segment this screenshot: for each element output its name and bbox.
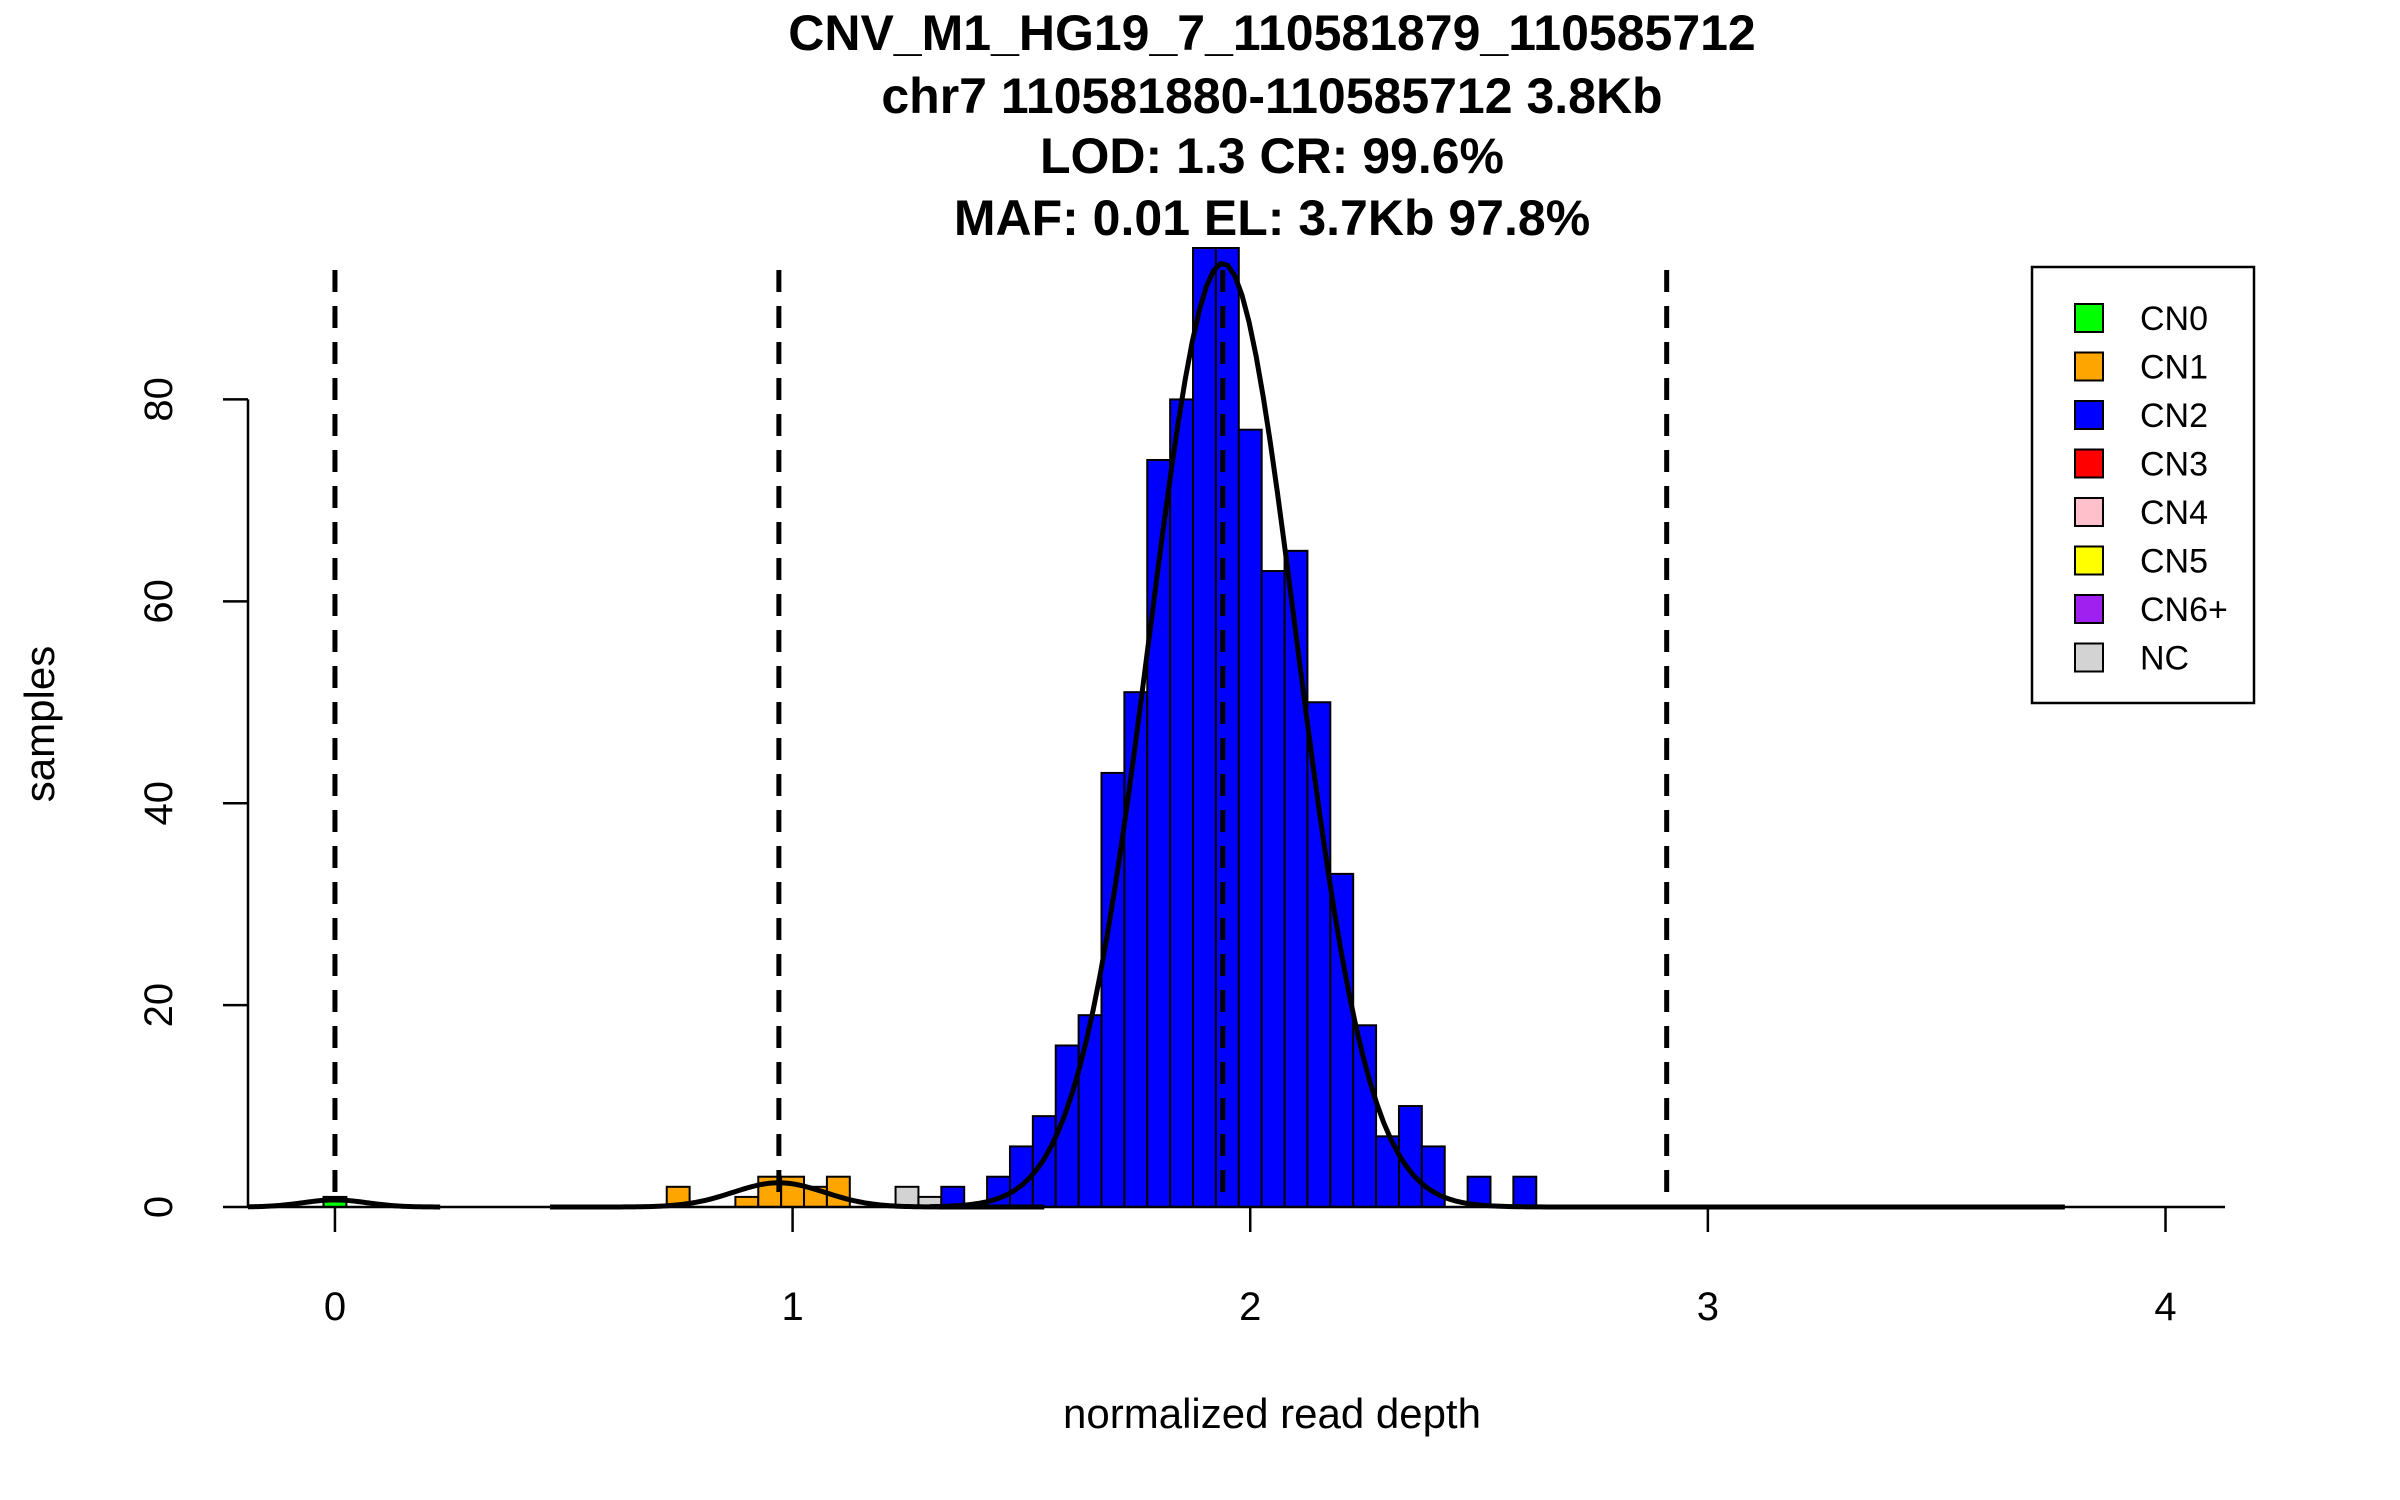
legend-swatch [2074,594,2104,624]
x-tick-label: 0 [324,1285,346,1329]
x-axis: 0 1 2 3 4 [248,1205,2225,1329]
y-tick-label: 80 [137,377,181,422]
title-line-3: LOD: 1.3 CR: 99.6% [1040,128,1504,184]
x-tick-label: 1 [781,1285,803,1329]
legend-swatch [2074,497,2104,527]
legend-label: CN3 [2140,446,2208,484]
histogram-bar [1123,691,1149,1208]
histogram-bar [1306,701,1332,1209]
histogram-bar [1512,1175,1538,1209]
title-line-4: MAF: 0.01 EL: 3.7Kb 97.8% [954,190,1590,246]
legend-label: CN4 [2140,494,2208,532]
y-axis-label: samples [16,646,63,802]
legend-label: CN5 [2140,543,2208,581]
legend-label: CN1 [2140,349,2208,387]
y-tick-label: 20 [137,983,181,1027]
y-axis: 0 20 40 60 80 [137,377,250,1218]
title-line-2: chr7 110581880-110585712 3.8Kb [881,68,1662,124]
histogram-bars [322,247,1538,1209]
legend-label: CN0 [2140,300,2208,338]
histogram-bar [1237,428,1263,1208]
x-tick-label: 2 [1239,1285,1261,1329]
histogram-bar [1329,872,1355,1208]
legend-swatch [2074,400,2104,430]
y-tick-label: 60 [137,579,181,624]
legend-swatch [2074,351,2104,382]
legend-label: CN2 [2140,397,2208,435]
histogram-bar [1214,247,1240,1208]
histogram-bar [734,1195,760,1209]
legend-swatch [2074,448,2104,479]
legend: CN0 CN1 CN2 CN3 CN4 CN5 CN6+ NC [2030,265,2256,705]
legend-label: CN6+ [2140,591,2228,629]
histogram-bar [1192,247,1217,1208]
y-tick-label: 40 [137,781,181,826]
chart-title: CNV_M1_HG19_7_110581879_110585712 chr7 1… [788,5,1756,246]
legend-swatch [2074,303,2104,333]
legend-box [2030,265,2256,705]
x-axis-label: normalized read depth [1063,1390,1481,1437]
title-line-1: CNV_M1_HG19_7_110581879_110585712 [788,5,1756,61]
legend-swatch [2074,545,2104,576]
legend-label: NC [2140,640,2189,678]
histogram-bar [1260,570,1286,1208]
y-tick-label: 0 [137,1196,181,1218]
legend-swatch [2074,642,2104,673]
copy-number-reference-lines [332,270,1670,1207]
histogram-bar [1169,398,1195,1208]
x-tick-label: 3 [1697,1285,1719,1329]
x-tick-label: 4 [2154,1285,2176,1329]
histogram-bar [1077,1014,1103,1209]
